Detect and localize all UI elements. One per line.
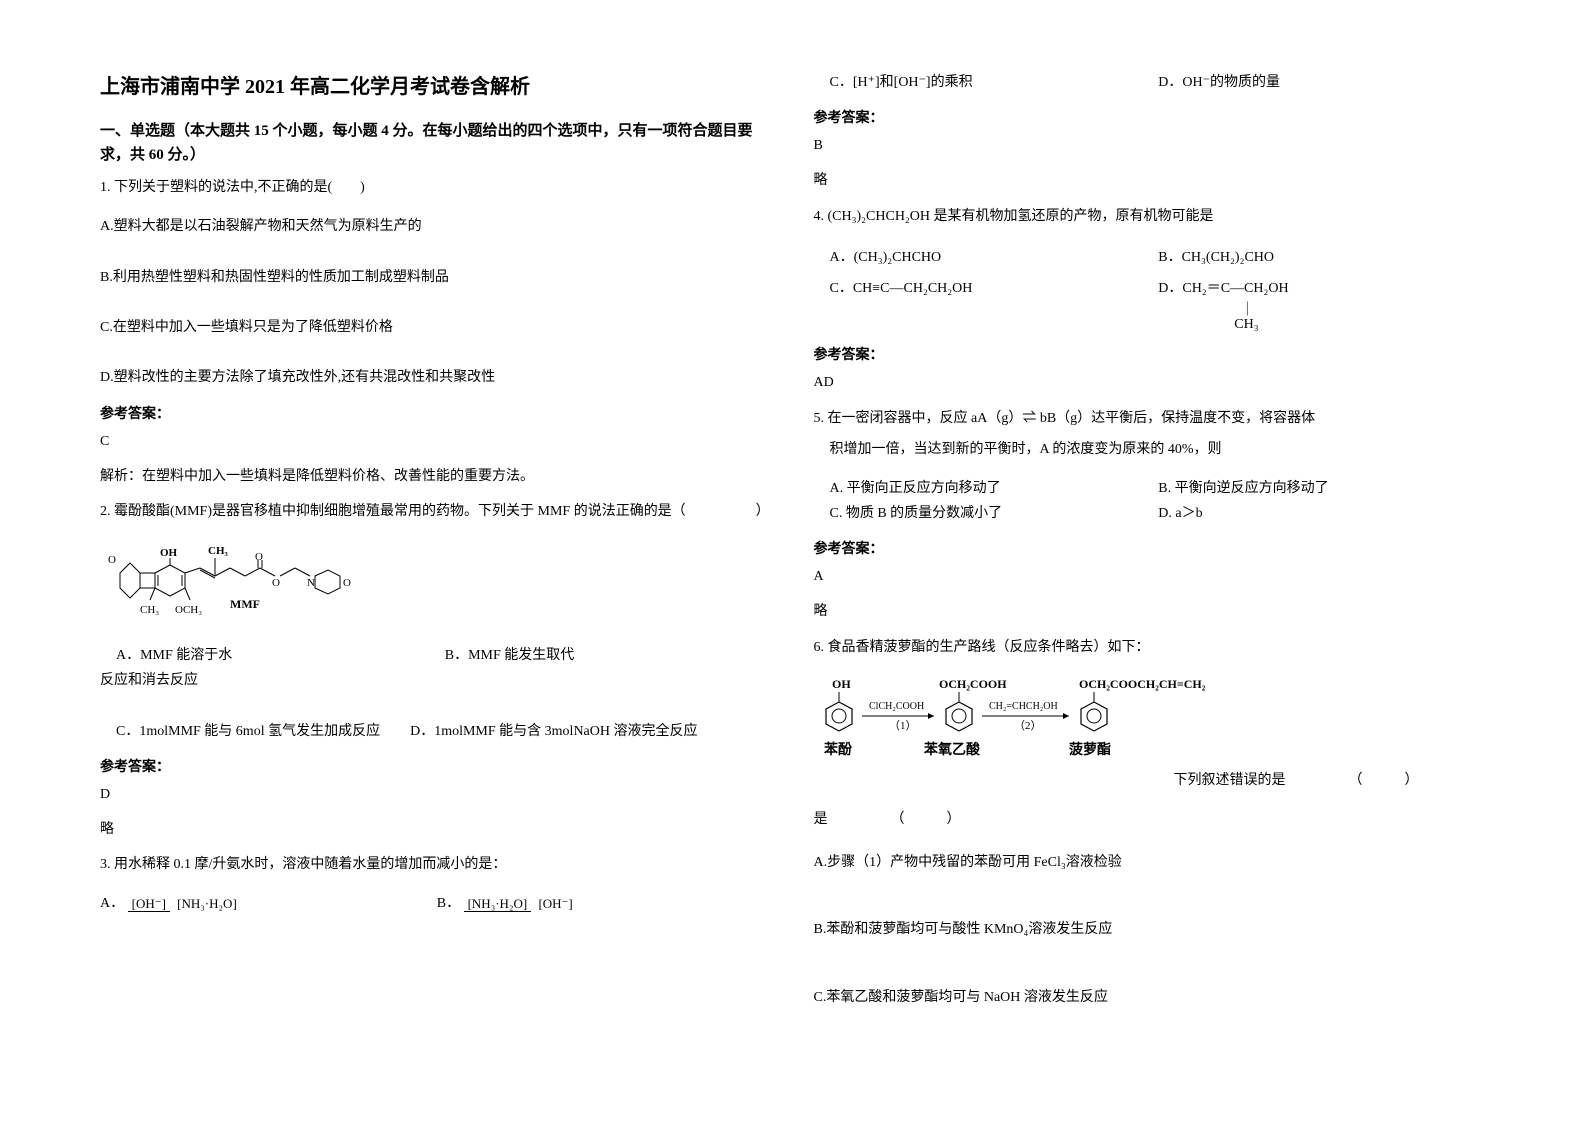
q5-opt-a: A. 平衡向正反应方向移动了 <box>830 476 1159 501</box>
mmf-n-label: N <box>307 577 315 589</box>
mmf-o1-label: O <box>108 554 116 566</box>
q4-answer-label: 参考答案： <box>814 344 1488 364</box>
q5-opt-d: D. a＞b <box>1158 501 1487 526</box>
q2-explain: 略 <box>100 817 774 842</box>
phenoxyacetic-name: 苯氧乙酸 <box>923 741 981 758</box>
q3-answer: B <box>814 133 1488 158</box>
q3a-numerator: [OH⁻] <box>128 896 170 912</box>
q1-opt-c: C.在塑料中加入一些填料只是为了降低塑料价格 <box>100 315 774 340</box>
q6-stem: 6. 食品香精菠萝酯的生产路线（反应条件略去）如下： <box>814 635 1488 660</box>
q5-stem2: 积增加一倍，当达到新的平衡时，A 的浓度变为原来的 40%，则 <box>814 437 1488 462</box>
q3-answer-label: 参考答案： <box>814 107 1488 127</box>
mmf-ch3-top-label: CH₃ <box>208 545 229 557</box>
q3-stem: 3. 用水稀释 0.1 摩/升氨水时，溶液中随着水量的增加而减小的是： <box>100 852 774 877</box>
question-6: 6. 食品香精菠萝酯的生产路线（反应条件略去）如下： <box>814 635 1488 660</box>
q3-opt-d: D．OH⁻的物质的量 <box>1158 70 1487 95</box>
q4-opt-b: B．CH₃(CH₂)₂CHO <box>1158 243 1487 274</box>
q3a-denominator: [NH₃·H₂O] <box>173 896 241 911</box>
phenol-oh-label: OH <box>832 677 851 691</box>
q4-options: A．(CH₃)₂CHCHO B．CH₃(CH₂)₂CHO C．CH≡C—CH₂C… <box>814 243 1488 333</box>
mmf-name-label: MMF <box>230 597 260 611</box>
q5-stem1: 5. 在一密闭容器中，反应 aA（g）⇌ bB（g）达平衡后，保持温度不变，将容… <box>814 406 1488 431</box>
mmf-o3-label: O <box>272 577 280 589</box>
q6-opt-b: B.苯酚和菠萝酯均可与酸性 KMnO₄溶液发生反应 <box>814 913 1488 947</box>
q6-opt-a: A.步骤（1）产物中残留的苯酚可用 FeCl₃溶液检验 <box>814 846 1488 880</box>
q2-stem: 2. 霉酚酸酯(MMF)是器官移植中抑制细胞增殖最常用的药物。下列关于 MMF … <box>100 499 774 524</box>
q5-explain: 略 <box>814 599 1488 624</box>
right-ester-label: OCH₂COOCH₂CH=CH₂ <box>1079 677 1206 691</box>
q2-answer-label: 参考答案： <box>100 756 774 776</box>
q3-explain: 略 <box>814 168 1488 193</box>
question-5: 5. 在一密闭容器中，反应 aA（g）⇌ bB（g）达平衡后，保持温度不变，将容… <box>814 406 1488 462</box>
q1-answer: C <box>100 429 774 454</box>
q5-opt-c: C. 物质 B 的质量分数减小了 <box>830 501 1159 526</box>
q2-opt-c: C．1molMMF 能与 6mol 氢气发生加成反应 <box>116 719 380 744</box>
q3-opt-a: A． [OH⁻] [NH₃·H₂O] <box>100 891 437 916</box>
q4-opt-a: A．(CH₃)₂CHCHO <box>830 243 1159 274</box>
mmf-oh-label: OH <box>160 547 178 559</box>
arrow2-top-label: CH₂=CHCH₂OH <box>989 701 1058 712</box>
q6-stem-end-2: 是 （ ） <box>814 807 1488 832</box>
q2-answer: D <box>100 782 774 807</box>
q5-opt-b: B. 平衡向逆反应方向移动了 <box>1158 476 1487 501</box>
q3-options-cd: C．[H⁺]和[OH⁻]的乘积 D．OH⁻的物质的量 <box>814 70 1488 95</box>
q4-opt-c: C．CH≡C—CH₂CH₂OH <box>830 274 1159 333</box>
q6-opt-c: C.苯氧乙酸和菠萝酯均可与 NaOH 溶液发生反应 <box>814 981 1488 1015</box>
q2-opt-b-part1: B．MMF 能发生取代 <box>445 643 774 668</box>
q3-opt-b: B． [NH₃·H₂O] [OH⁻] <box>437 891 774 916</box>
arrow2-bottom-label: （2） <box>1014 719 1042 732</box>
q4-answer: AD <box>814 370 1488 395</box>
question-2: 2. 霉酚酸酯(MMF)是器官移植中抑制细胞增殖最常用的药物。下列关于 MMF … <box>100 499 774 524</box>
mmf-ch3-bottom-label: CH₃ <box>140 604 159 616</box>
mid-ocooh-label: OCH₂COOH <box>939 677 1007 691</box>
mmf-structure: O OH OCH₃ CH₃ <box>100 538 774 633</box>
section-one-header: 一、单选题（本大题共 15 个小题，每小题 4 分。在每小题给出的四个选项中，只… <box>100 119 774 167</box>
q5-options: A. 平衡向正反应方向移动了 B. 平衡向逆反应方向移动了 C. 物质 B 的质… <box>814 476 1488 526</box>
q1-explain: 解析：在塑料中加入一些填料是降低塑料价格、改善性能的重要方法。 <box>100 464 774 489</box>
question-1: 1. 下列关于塑料的说法中,不正确的是( ) <box>100 175 774 200</box>
q2-options: A．MMF 能溶于水 B．MMF 能发生取代 反应和消去反应 C．1molMMF… <box>100 643 774 744</box>
q4-stem: 4. (CH₃)₂CHCH₂OH 是某有机物加氢还原的产物，原有机物可能是 <box>814 204 1488 229</box>
q1-opt-a: A.塑料大都是以石油裂解产物和天然气为原料生产的 <box>100 214 774 239</box>
question-3: 3. 用水稀释 0.1 摩/升氨水时，溶液中随着水量的增加而减小的是： <box>100 852 774 877</box>
q3-opt-c: C．[H⁺]和[OH⁻]的乘积 <box>814 70 1159 95</box>
q2-opt-d: D．1molMMF 能与含 3molNaOH 溶液完全反应 <box>410 719 697 744</box>
q1-options: A.塑料大都是以石油裂解产物和天然气为原料生产的 B.利用热塑性塑料和热固性塑料… <box>100 214 774 390</box>
arrow1-bottom-label: （1） <box>889 719 917 732</box>
q1-stem: 1. 下列关于塑料的说法中,不正确的是( ) <box>100 175 774 200</box>
q1-opt-d: D.塑料改性的主要方法除了填充改性外,还有共混改性和共聚改性 <box>100 365 774 390</box>
question-4: 4. (CH₃)₂CHCH₂OH 是某有机物加氢还原的产物，原有机物可能是 <box>814 204 1488 229</box>
q6-options: A.步骤（1）产物中残留的苯酚可用 FeCl₃溶液检验 B.苯酚和菠萝酯均可与酸… <box>814 846 1488 1014</box>
arrow1-top-label: ClCH₂COOH <box>869 701 924 712</box>
q5-answer: A <box>814 564 1488 589</box>
exam-title: 上海市浦南中学 2021 年高二化学月考试卷含解析 <box>100 70 774 99</box>
q3b-denominator: [OH⁻] <box>534 896 576 911</box>
pineapple-ester-name: 菠萝酯 <box>1069 741 1111 758</box>
mmf-och3-label: OCH₃ <box>175 604 202 616</box>
q1-opt-b: B.利用热塑性塑料和热固性塑料的性质加工制成塑料制品 <box>100 265 774 290</box>
q3-options-ab: A． [OH⁻] [NH₃·H₂O] B． [NH₃·H₂O] [OH⁻] <box>100 891 774 916</box>
mmf-o4-label: O <box>343 577 351 589</box>
q2-opt-b-part2: 反应和消去反应 <box>100 668 774 693</box>
q5-answer-label: 参考答案： <box>814 538 1488 558</box>
q2-opt-a: A．MMF 能溶于水 <box>100 643 445 668</box>
q1-answer-label: 参考答案： <box>100 403 774 423</box>
q4-opt-d: D．CH₂＝C—CH₂OH ｜ CH₃ <box>1158 274 1487 333</box>
phenol-name: 苯酚 <box>823 741 853 758</box>
q3b-numerator: [NH₃·H₂O] <box>464 896 532 912</box>
